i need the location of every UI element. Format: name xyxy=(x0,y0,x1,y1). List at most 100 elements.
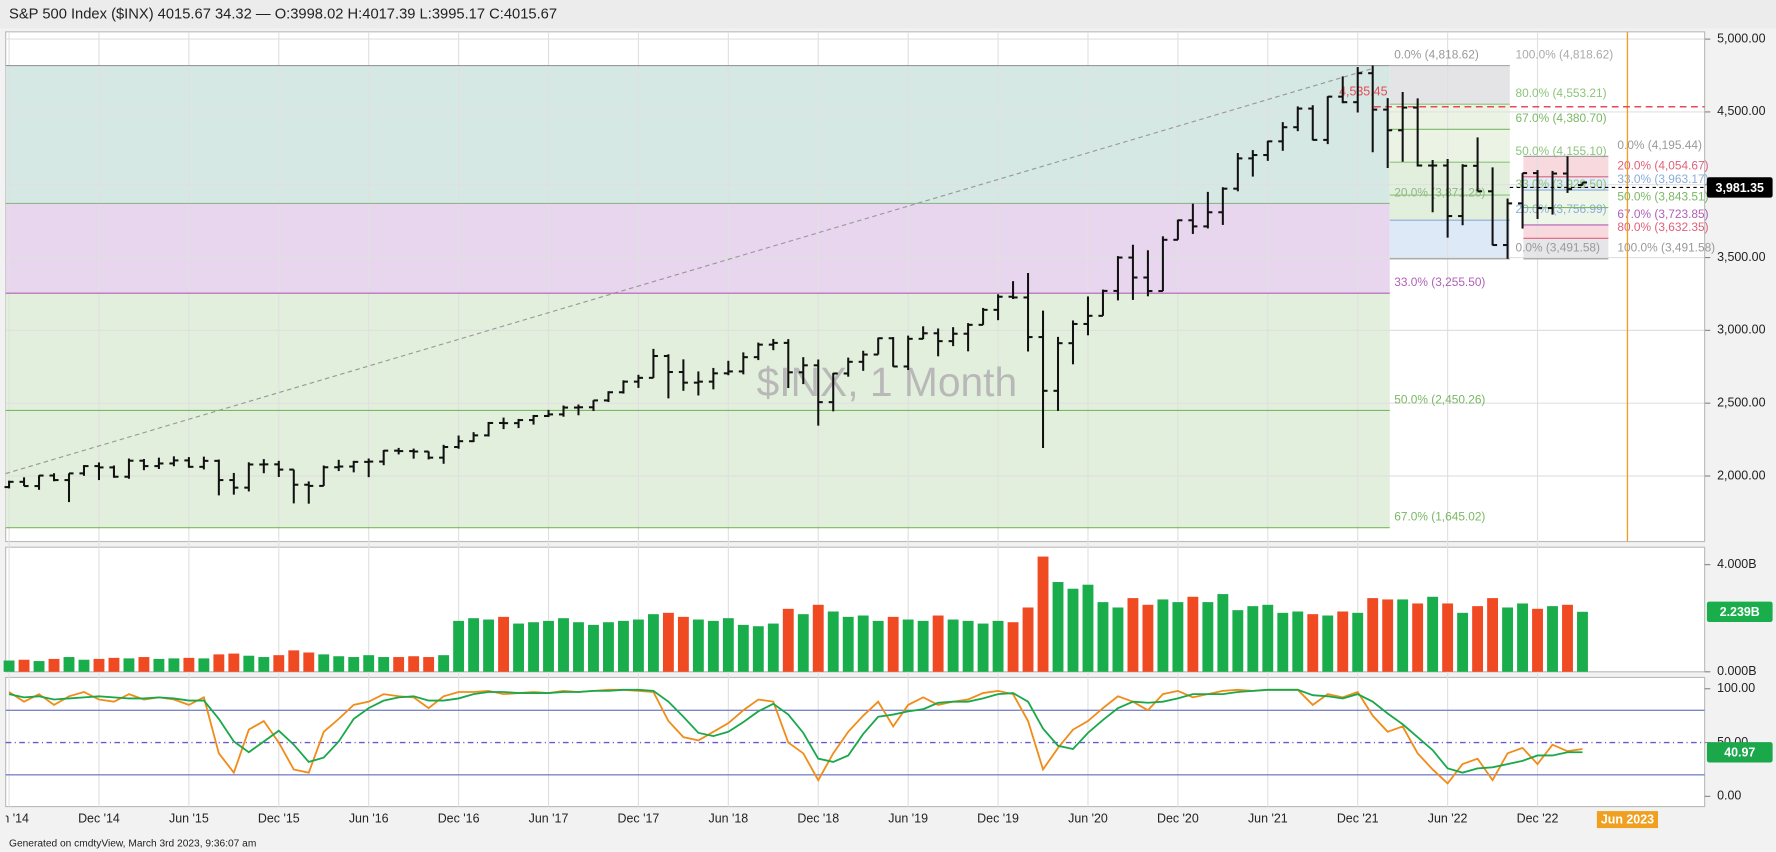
volume-bar xyxy=(1487,598,1499,672)
volume-bar xyxy=(1037,556,1049,672)
volume-bar xyxy=(78,659,90,672)
volume-bar xyxy=(33,661,45,672)
x-tick-label: Dec '22 xyxy=(1517,811,1559,825)
volume-bar xyxy=(603,622,614,672)
fib-label: 67.0% (4,380.70) xyxy=(1515,111,1606,125)
volume-bar xyxy=(692,619,704,672)
volume-bar xyxy=(498,616,510,672)
fib-label: 100.0% (3,491.58) xyxy=(1617,241,1715,255)
y-tick-label: 5,000.00 xyxy=(1717,31,1765,45)
fib-zone xyxy=(1389,162,1510,196)
volume-bar xyxy=(558,618,569,672)
fib-label: 33.0% (3,963.17) xyxy=(1617,172,1708,186)
volume-bar xyxy=(288,650,300,672)
volume-bar xyxy=(1547,606,1558,672)
volume-bar xyxy=(243,655,255,672)
x-tick-label: Dec '16 xyxy=(438,811,480,825)
volume-bar xyxy=(3,660,15,672)
chart-title: S&P 500 Index ($INX) 4015.67 34.32 — O:3… xyxy=(9,7,557,23)
fib-zone xyxy=(1523,207,1609,225)
fib-label: 0.0% (4,818.62) xyxy=(1394,47,1479,61)
x-tick-label: Dec '14 xyxy=(78,811,120,825)
volume-bar xyxy=(977,623,989,672)
volume-bar xyxy=(1067,588,1079,672)
volume-bar xyxy=(423,657,435,672)
x-tick-label: Jun '20 xyxy=(1068,811,1108,825)
volume-bar xyxy=(1277,612,1289,672)
volume-bar xyxy=(1352,612,1364,672)
volume-bar xyxy=(303,652,315,672)
volume-bar xyxy=(318,654,330,672)
volume-bar xyxy=(857,615,869,672)
volume-bar xyxy=(528,622,539,672)
x-tick-label: Jun '17 xyxy=(529,811,569,825)
fib-zone xyxy=(1523,190,1609,208)
fib-label: 50.0% (2,450.26) xyxy=(1394,392,1485,406)
volume-bar xyxy=(1172,602,1184,672)
volume-bar xyxy=(812,604,824,672)
y-tick-label: 3,500.00 xyxy=(1717,250,1765,264)
event-label-bg xyxy=(1596,811,1659,829)
volume-bar xyxy=(198,658,210,672)
volume-bar xyxy=(1562,604,1573,672)
volume-bar xyxy=(1517,603,1528,672)
volume-bar xyxy=(468,618,480,672)
x-tick-label: Jun '19 xyxy=(888,811,928,825)
volume-bar xyxy=(1412,603,1424,672)
volume-bar xyxy=(662,612,674,672)
volume-bar xyxy=(1532,608,1543,672)
volume-bar xyxy=(1142,604,1154,672)
volume-bar xyxy=(872,620,884,672)
y-tick-label: 0.000B xyxy=(1717,664,1756,678)
volume-bar xyxy=(63,657,75,672)
volume-bar xyxy=(1022,607,1034,672)
volume-bar xyxy=(123,658,135,672)
volume-bar xyxy=(647,614,659,672)
header-bar xyxy=(0,0,1776,29)
x-tick-label: Dec '21 xyxy=(1337,811,1379,825)
volume-bar xyxy=(767,623,779,672)
x-tick-label: Dec '15 xyxy=(258,811,300,825)
volume-bar xyxy=(588,624,599,672)
volume-bar xyxy=(573,622,584,672)
volume-bar xyxy=(677,616,689,672)
volume-last-label: 2.239B xyxy=(1720,605,1760,619)
volume-bar xyxy=(1502,607,1513,672)
fib-label: 0.0% (4,195.44) xyxy=(1617,138,1702,152)
fib-zone xyxy=(1523,238,1609,259)
x-tick-label: Jun '22 xyxy=(1428,811,1468,825)
fib-label: 100.0% (4,818.62) xyxy=(1515,47,1613,61)
alert-label: 4,535.45 xyxy=(1339,84,1387,98)
volume-last-label-bg xyxy=(1706,601,1773,622)
volume-bar xyxy=(707,620,719,672)
x-tick-label: Jun '15 xyxy=(169,811,209,825)
fib-label: 50.0% (3,843.51) xyxy=(1617,189,1708,203)
fib-label: 33.0% (3,929.50) xyxy=(1515,177,1606,191)
x-tick-label: Jun '16 xyxy=(349,811,389,825)
volume-bar xyxy=(1247,606,1259,672)
y-tick-label: 4,500.00 xyxy=(1717,104,1765,118)
volume-bar xyxy=(48,658,60,672)
event-label: Jun 2023 xyxy=(1601,812,1654,826)
volume-bar xyxy=(273,655,285,672)
y-tick-label: 100.00 xyxy=(1717,681,1755,695)
volume-bar xyxy=(1097,602,1109,672)
volume-bar xyxy=(153,658,165,672)
fib-label: 67.0% (1,645.02) xyxy=(1394,510,1485,524)
volume-bar xyxy=(1202,602,1214,672)
volume-bar xyxy=(1127,598,1139,672)
volume-bar xyxy=(408,656,420,672)
volume-bar xyxy=(1382,599,1394,672)
volume-bar xyxy=(393,657,405,672)
price-marker-label: 3,981.35 xyxy=(1716,181,1764,195)
volume-bar xyxy=(228,653,240,672)
volume-bar xyxy=(992,620,1004,672)
y-tick-label: 3,000.00 xyxy=(1717,323,1765,337)
volume-bar xyxy=(1337,611,1349,672)
volume-bar xyxy=(1187,596,1199,672)
volume-bar xyxy=(378,657,390,672)
y-tick-label: 0.00 xyxy=(1717,789,1741,803)
volume-bar xyxy=(513,623,524,672)
y-tick-label: 2,000.00 xyxy=(1717,468,1765,482)
volume-bar xyxy=(782,608,794,672)
